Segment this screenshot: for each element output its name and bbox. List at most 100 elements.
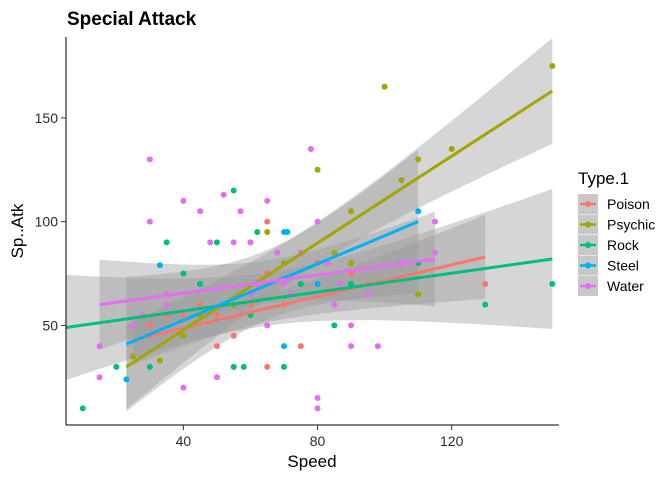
point-rock — [230, 363, 237, 370]
point-water — [314, 395, 321, 402]
data-points — [79, 63, 556, 412]
legend-label: Rock — [607, 237, 640, 253]
point-rock — [549, 280, 556, 287]
point-water — [264, 197, 271, 204]
point-poison — [482, 280, 489, 287]
point-rock — [163, 239, 170, 246]
point-rock — [331, 322, 338, 329]
point-psychic — [448, 146, 455, 153]
point-water — [280, 280, 287, 287]
point-steel — [415, 208, 422, 215]
point-water — [96, 343, 103, 350]
point-water — [163, 301, 170, 308]
point-rock — [280, 363, 287, 370]
point-poison — [146, 322, 153, 329]
point-water — [431, 218, 438, 225]
legend-label: Psychic — [607, 217, 655, 233]
legend-label: Poison — [607, 196, 650, 212]
y-tick-label: 100 — [35, 214, 59, 230]
fit-line-rock — [65, 257, 553, 329]
point-psychic — [398, 177, 405, 184]
y-tick-label: 150 — [35, 110, 59, 126]
legend-item-psychic: Psychic — [578, 214, 655, 235]
legend-item-poison: Poison — [578, 194, 650, 214]
legend-key-dot — [585, 221, 591, 228]
point-water — [146, 218, 153, 225]
x-tick-label: 120 — [440, 433, 464, 449]
legend-label: Steel — [607, 258, 639, 274]
point-rock — [348, 280, 355, 287]
legend: Type.1 Poison Psychic Rock Steel Water — [578, 169, 655, 296]
point-poison — [197, 301, 204, 308]
fit-line-water — [99, 257, 436, 307]
point-psychic — [381, 83, 388, 90]
legend-key-dot — [585, 242, 591, 248]
point-psychic — [348, 208, 355, 215]
point-psychic — [415, 156, 422, 163]
point-water — [338, 280, 345, 287]
point-water — [247, 239, 254, 246]
legend-item-rock: Rock — [578, 235, 640, 255]
point-poison — [180, 312, 187, 319]
legend-items: Poison Psychic Rock Steel Water — [578, 194, 655, 296]
fit-line-psychic — [125, 89, 554, 369]
point-water — [180, 197, 187, 204]
point-rock — [79, 405, 86, 412]
y-axis-title: Sp..Atk — [8, 203, 27, 258]
point-psychic — [549, 63, 556, 70]
point-rock — [254, 229, 261, 236]
point-poison — [213, 343, 220, 350]
point-water — [274, 249, 281, 256]
point-water — [264, 322, 271, 329]
confidence-bands — [66, 38, 553, 412]
fit-line-steel — [125, 220, 419, 346]
legend-key-dot — [585, 283, 591, 289]
legend-item-water: Water — [578, 276, 644, 296]
point-psychic — [264, 229, 271, 236]
point-water — [130, 322, 137, 329]
point-rock — [197, 280, 204, 287]
point-water — [314, 405, 321, 412]
point-water — [348, 343, 355, 350]
point-water — [364, 291, 371, 298]
point-steel — [280, 343, 287, 350]
point-rock — [146, 363, 153, 370]
point-water — [237, 208, 244, 215]
y-axis-ticks: 50 100 150 — [35, 110, 66, 333]
point-rock — [113, 363, 120, 370]
point-water — [207, 239, 214, 246]
point-psychic — [415, 291, 422, 298]
point-water — [96, 374, 103, 381]
point-rock — [230, 187, 237, 194]
point-water — [331, 301, 338, 308]
point-steel — [314, 280, 321, 287]
x-tick-label: 80 — [310, 433, 326, 449]
point-water — [348, 322, 355, 329]
point-psychic — [348, 260, 355, 267]
point-poison — [213, 312, 220, 319]
confidence-band-rock — [66, 189, 553, 381]
point-steel — [123, 376, 130, 383]
point-rock — [297, 280, 304, 287]
chart-title: Special Attack — [67, 9, 197, 30]
fit-lines — [65, 89, 554, 369]
point-psychic — [180, 332, 187, 339]
point-rock — [482, 301, 489, 308]
point-water — [374, 343, 381, 350]
point-water — [230, 239, 237, 246]
point-poison — [264, 218, 271, 225]
point-water — [197, 208, 204, 215]
point-water — [431, 249, 438, 256]
point-poison — [264, 363, 271, 370]
legend-item-steel: Steel — [578, 255, 639, 276]
confidence-band-poison — [133, 215, 486, 365]
point-psychic — [331, 249, 338, 256]
legend-key-dot — [585, 262, 591, 269]
point-rock — [240, 363, 247, 370]
point-psychic — [130, 353, 137, 360]
point-psychic — [314, 166, 321, 173]
point-water — [180, 384, 187, 391]
legend-title: Type.1 — [578, 169, 629, 188]
x-axis-ticks: 40 80 120 — [176, 425, 464, 449]
